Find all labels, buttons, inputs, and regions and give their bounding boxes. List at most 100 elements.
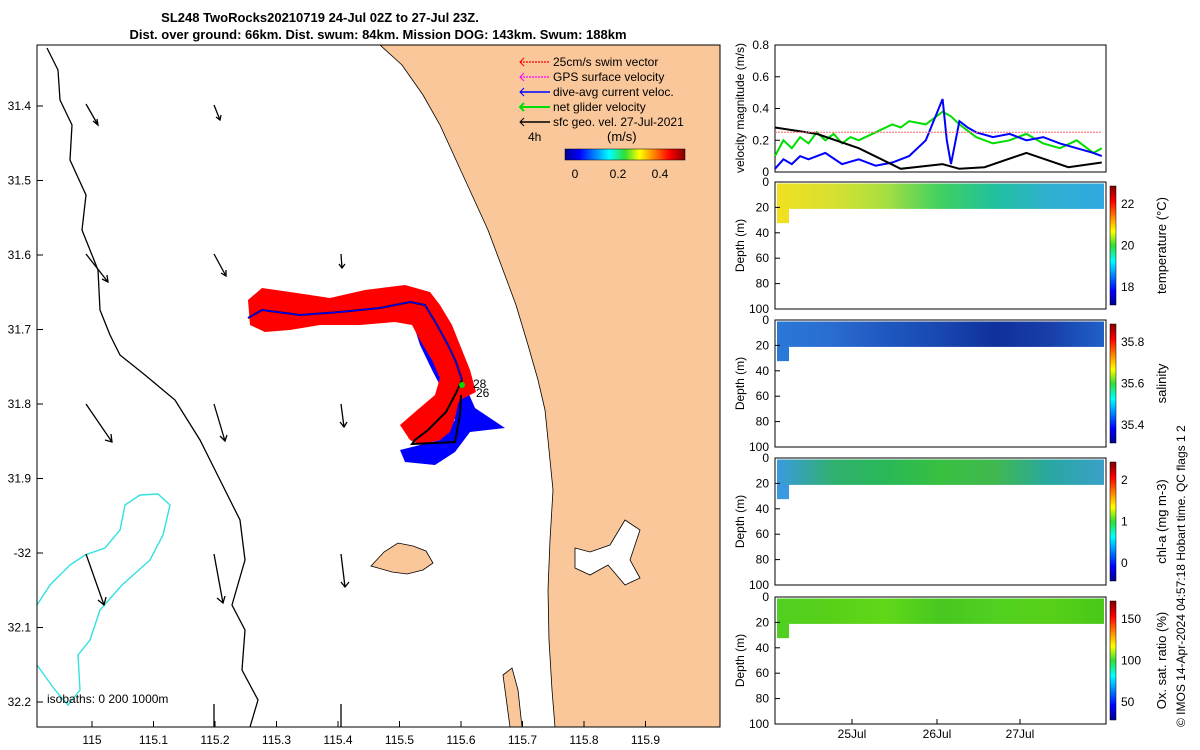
depth-panel-salinity: 0 20 40 60 80 100 Depth (m) 35.8 35.6 35.4 salinit… (733, 313, 1169, 454)
velocity-panel: 0 0.2 0.4 0.6 0.8 velocity magnitude (m/s) (733, 38, 1107, 179)
map-ticks: 115 115.1 115.2 115.3 115.4 115.5 115.6 115.7 11… (8, 99, 661, 747)
isobath-1000 (46, 47, 259, 728)
swim-vector-overlay (408, 395, 460, 445)
depth-tick-label: 80 (756, 277, 770, 291)
map-xtick-label: 115.9 (631, 733, 660, 747)
velocity-series (774, 98, 1103, 170)
velocity-ytick-label: 0.4 (752, 102, 769, 116)
colorbar-salinity (1109, 323, 1117, 444)
track-label-28: 28 (473, 377, 487, 391)
colorbar-chl-a (1109, 461, 1117, 582)
colorbar-temperature (1109, 185, 1117, 306)
time-tick-label: 26Jul (923, 727, 952, 741)
map-cbar-tick: 0 (572, 167, 579, 181)
legend-geo: sfc geo. vel. 27-Jul-2021 (553, 115, 684, 129)
depth-panel-oxygen: 0 20 40 60 80 100 Depth (m) 150 100 50 Ox. sat. ra… (733, 590, 1169, 741)
depth-tick-label: 100 (749, 717, 769, 731)
colorbar-tick-label: 20 (1121, 239, 1135, 253)
map-ytick-label: 31.5 (8, 174, 32, 188)
depth-panel-temperature: 0 20 40 60 80 100 Depth (m) 22 20 18 temperature (… (733, 175, 1169, 316)
depth-data-band (777, 321, 1104, 347)
depth-tick-label: 100 (749, 440, 769, 454)
map-ytick-label: 31.8 (8, 397, 32, 411)
map-legend: 25cm/s swim vector GPS surface velocity … (518, 55, 684, 144)
depth-tick-label: 60 (756, 389, 770, 403)
velocity-ylabel: velocity magnitude (m/s) (733, 43, 747, 173)
colorbar-oxygen (1109, 600, 1117, 721)
map-ytick-label: 31.7 (8, 323, 32, 337)
glider-track: 28 26 (247, 285, 505, 465)
colorbar-tick-label: 100 (1121, 654, 1141, 668)
map-ytick-label: 31.6 (8, 248, 32, 262)
depth-panel-chl-a: 0 20 40 60 80 100 Depth (m) 2 1 0 chl-a (mg m-3) (733, 451, 1169, 592)
map-cbar-tick: 0.4 (652, 167, 669, 181)
island (370, 542, 434, 575)
estuary (574, 519, 641, 586)
colorbar-tick-label: 1 (1121, 515, 1128, 529)
map-xtick-label: 115.1 (139, 733, 168, 747)
isobaths-label: isobaths: 0 200 1000m (47, 692, 168, 706)
velocity-ytick-label: 0.2 (752, 133, 769, 147)
colorbar-tick-label: 35.6 (1121, 377, 1145, 391)
depth-ylabel: Depth (m) (733, 219, 747, 272)
legend-net: net glider velocity (553, 100, 646, 114)
colorbar-tick-label: 0 (1121, 556, 1128, 570)
map-ytick-label: 32.2 (8, 695, 32, 709)
geo-arrows (85, 103, 350, 727)
map-ytick-label: -32 (14, 546, 32, 560)
depth-data-band (777, 207, 789, 224)
legend-swim-vector: 25cm/s swim vector (553, 55, 658, 69)
swim-vector-spread (248, 285, 476, 445)
title-line-1: SL248 TwoRocks20210719 24-Jul 02Z to 27-… (161, 10, 479, 25)
map-xtick-label: 115.5 (385, 733, 414, 747)
depth-ylabel: Depth (m) (733, 357, 747, 410)
map-panel: 28 26 25cm/s swim vector GPS surface vel… (8, 44, 721, 747)
velocity-ytick-label: 0.6 (752, 70, 769, 84)
isobath-200 (36, 493, 171, 707)
colorbar-label-chl-a: chl-a (mg m-3) (1154, 479, 1169, 564)
depth-data-band (777, 459, 1104, 485)
depth-tick-label: 100 (749, 302, 769, 316)
velocity-ytick-label: 0.8 (752, 38, 769, 52)
depth-data-band (777, 183, 1104, 209)
velocity-ticks: 0 0.2 0.4 0.6 0.8 (752, 38, 780, 179)
map-xtick-label: 115.6 (446, 733, 475, 747)
depth-tick-label: 40 (756, 502, 770, 516)
colorbar-label-salinity: salinity (1154, 363, 1169, 403)
depth-tick-label: 40 (756, 226, 770, 240)
colorbar-tick-label: 22 (1121, 197, 1135, 211)
colorbar-tick-label: 150 (1121, 612, 1141, 626)
colorbar-tick-label: 18 (1121, 280, 1135, 294)
colorbar-tick-label: 50 (1121, 695, 1135, 709)
depth-tick-label: 20 (756, 200, 770, 214)
depth-tick-label: 0 (762, 590, 769, 604)
depth-tick-label: 40 (756, 641, 770, 655)
map-ytick-label: 31.4 (8, 99, 32, 113)
land-area (378, 44, 721, 728)
depth-tick-label: 100 (749, 578, 769, 592)
depth-tick-label: 80 (756, 415, 770, 429)
map-ytick-label: 31.9 (8, 472, 32, 486)
time-tick-label: 27Jul (1006, 727, 1035, 741)
depth-tick-label: 0 (762, 313, 769, 327)
velocity-series-1 (774, 98, 1103, 170)
map-xtick-label: 115.8 (569, 733, 598, 747)
map-xtick-label: 115.7 (508, 733, 537, 747)
depth-tick-label: 20 (756, 338, 770, 352)
depth-tick-label: 20 (756, 615, 770, 629)
map-cbar-tick: 0.2 (610, 167, 627, 181)
legend-dive-avg: dive-avg current veloc. (553, 85, 674, 99)
credit-text: © IMOS 14-Apr-2024 04:57:18 Hobart time.… (1174, 425, 1188, 727)
map-colorbar (564, 148, 686, 161)
map-xtick-label: 115 (82, 733, 101, 747)
depth-data-band (777, 622, 789, 639)
depth-tick-label: 40 (756, 364, 770, 378)
garden-island (502, 667, 523, 728)
depth-tick-label: 80 (756, 553, 770, 567)
colorbar-tick-label: 2 (1121, 473, 1128, 487)
map-xtick-label: 115.4 (323, 733, 352, 747)
title-line-2: Dist. over ground: 66km. Dist. swum: 84k… (129, 27, 626, 42)
colorbar-tick-label: 35.8 (1121, 335, 1145, 349)
